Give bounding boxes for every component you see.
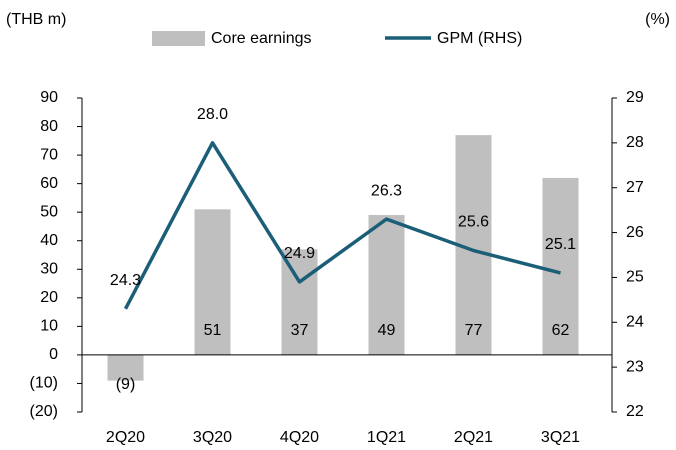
legend-label: GPM (RHS): [437, 30, 522, 47]
bar-value-label: 37: [291, 322, 309, 339]
y2-tick-label: 22: [626, 403, 644, 420]
y2-tick-label: 26: [626, 224, 644, 241]
line: [123, 141, 561, 310]
bar-value-label: 62: [552, 322, 570, 339]
x-tick-label: 1Q21: [367, 429, 406, 446]
bar-value-label: 49: [378, 322, 396, 339]
bar: [368, 215, 405, 355]
y-tick-label: 20: [40, 289, 58, 306]
bar: [194, 209, 231, 355]
y2-tick-label: 25: [626, 269, 644, 286]
line-value-label: 25.1: [545, 236, 576, 253]
y-axis-title: (THB m): [6, 11, 66, 28]
line-value-label: 26.3: [371, 182, 402, 199]
line-value-label: 24.3: [110, 272, 141, 289]
y-tick-label: 60: [40, 175, 58, 192]
y-tick-label: (20): [30, 403, 58, 420]
y2-tick-label: 28: [626, 134, 644, 151]
y2-axis-title: (%): [645, 11, 670, 28]
x-tick-label: 3Q21: [541, 429, 580, 446]
y-tick-label: 50: [40, 203, 58, 220]
legend-label: Core earnings: [211, 30, 312, 47]
bar: [542, 177, 579, 355]
bar: [107, 354, 144, 381]
y2-tick-label: 29: [626, 89, 644, 106]
x-tick-label: 2Q21: [454, 429, 493, 446]
x-tick-label: 4Q20: [280, 429, 319, 446]
y-tick-label: 90: [40, 89, 58, 106]
y-tick-label: 0: [49, 346, 58, 363]
y-tick-label: (10): [30, 375, 58, 392]
y-tick-label: 80: [40, 118, 58, 135]
x-tick-label: 3Q20: [193, 429, 232, 446]
y-tick-label: 30: [40, 260, 58, 277]
line-value-label: 28.0: [197, 106, 228, 123]
y2-tick-label: 27: [626, 179, 644, 196]
bar-value-label: 51: [204, 322, 222, 339]
line-value-label: 25.6: [458, 214, 489, 231]
x-tick-label: 2Q20: [106, 429, 145, 446]
legend-swatch: [152, 31, 205, 46]
y2-tick-label: 24: [626, 314, 644, 331]
y-tick-label: 70: [40, 146, 58, 163]
bar-value-label: 77: [465, 322, 483, 339]
bar-value-label: (9): [116, 376, 136, 393]
y-tick-label: 10: [40, 318, 58, 335]
bar: [281, 249, 318, 355]
y2-tick-label: 23: [626, 358, 644, 375]
line-value-label: 24.9: [284, 245, 315, 262]
y-tick-label: 40: [40, 232, 58, 249]
